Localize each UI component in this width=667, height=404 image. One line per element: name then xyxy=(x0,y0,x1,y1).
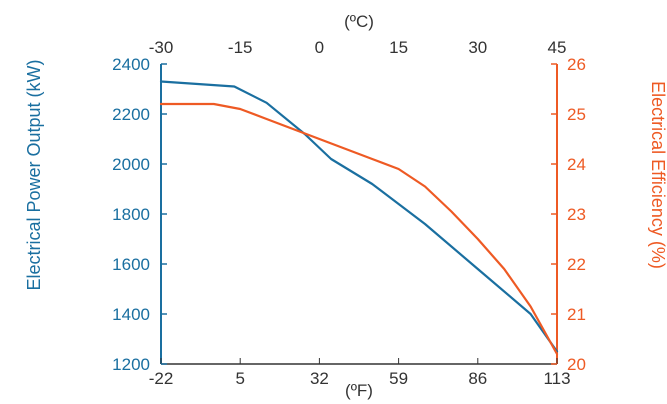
efficiency-line xyxy=(159,102,559,356)
bottom-tick-label: 86 xyxy=(468,369,487,388)
bottom-tick-label: -22 xyxy=(149,369,174,388)
series-lines xyxy=(159,80,559,356)
axes xyxy=(160,63,558,365)
left-tick-label: 1400 xyxy=(112,305,150,324)
top-tick-label: 15 xyxy=(389,38,408,57)
bottom-tick-label: 113 xyxy=(543,369,570,388)
left-tick-label: 2200 xyxy=(112,105,150,124)
top-axis-label: (ºC) xyxy=(344,12,374,31)
bottom-tick-label: 32 xyxy=(310,369,329,388)
right-tick-label: 22 xyxy=(567,255,586,274)
bottom-tick-label: 5 xyxy=(235,369,244,388)
top-tick-label: -15 xyxy=(228,38,253,57)
bottom-axis-label: (ºF) xyxy=(345,381,373,400)
left-axis-label: Electrical Power Output (kW) xyxy=(24,59,44,290)
left-tick-label: 1600 xyxy=(112,255,150,274)
left-tick-label: 2000 xyxy=(112,155,150,174)
right-tick-label: 25 xyxy=(567,105,586,124)
top-tick-label: 0 xyxy=(315,38,324,57)
tick-labels: -22 5 32 59 86 113 -30 -15 0 15 30 45 1200 1400 1600 18… xyxy=(112,38,586,388)
right-tick-label: 20 xyxy=(567,355,586,374)
right-tick-label: 21 xyxy=(567,305,586,324)
top-tick-label: 45 xyxy=(548,38,567,57)
right-axis-label: Electrical Efficiency (%) xyxy=(648,81,667,269)
right-tick-label: 23 xyxy=(567,205,586,224)
top-tick-label: 30 xyxy=(468,38,487,57)
power-output-line xyxy=(159,80,559,353)
left-tick-label: 1800 xyxy=(112,205,150,224)
top-tick-label: -30 xyxy=(149,38,174,57)
right-tick-label: 24 xyxy=(567,155,586,174)
bottom-tick-label: 59 xyxy=(389,369,408,388)
right-tick-label: 26 xyxy=(567,55,586,74)
left-tick-label: 2400 xyxy=(112,55,150,74)
left-tick-label: 1200 xyxy=(112,355,150,374)
